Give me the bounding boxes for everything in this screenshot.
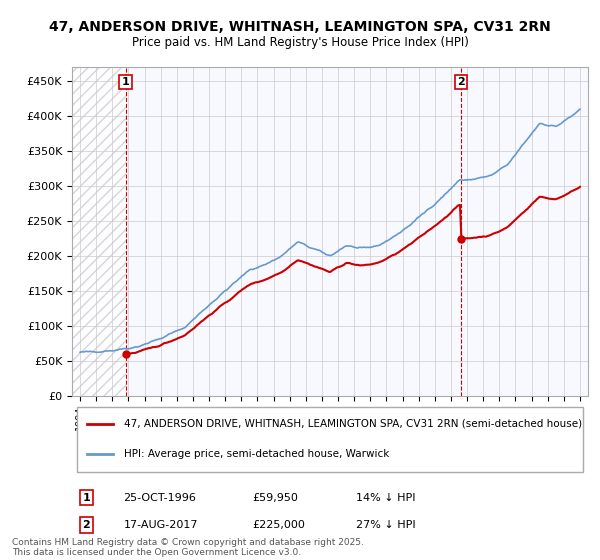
- Text: 47, ANDERSON DRIVE, WHITNASH, LEAMINGTON SPA, CV31 2RN (semi-detached house): 47, ANDERSON DRIVE, WHITNASH, LEAMINGTON…: [124, 419, 582, 428]
- Text: 17-AUG-2017: 17-AUG-2017: [124, 520, 198, 530]
- Text: Contains HM Land Registry data © Crown copyright and database right 2025.
This d: Contains HM Land Registry data © Crown c…: [12, 538, 364, 557]
- Text: 1: 1: [82, 493, 90, 502]
- Text: 2: 2: [457, 77, 465, 87]
- FancyBboxPatch shape: [77, 407, 583, 472]
- Text: 14% ↓ HPI: 14% ↓ HPI: [356, 493, 415, 502]
- Text: Price paid vs. HM Land Registry's House Price Index (HPI): Price paid vs. HM Land Registry's House …: [131, 36, 469, 49]
- Text: £225,000: £225,000: [253, 520, 305, 530]
- Text: 27% ↓ HPI: 27% ↓ HPI: [356, 520, 415, 530]
- Text: £59,950: £59,950: [253, 493, 298, 502]
- Text: 25-OCT-1996: 25-OCT-1996: [124, 493, 196, 502]
- Text: 1: 1: [122, 77, 130, 87]
- Text: 2: 2: [82, 520, 90, 530]
- Text: 47, ANDERSON DRIVE, WHITNASH, LEAMINGTON SPA, CV31 2RN: 47, ANDERSON DRIVE, WHITNASH, LEAMINGTON…: [49, 20, 551, 34]
- Text: HPI: Average price, semi-detached house, Warwick: HPI: Average price, semi-detached house,…: [124, 449, 389, 459]
